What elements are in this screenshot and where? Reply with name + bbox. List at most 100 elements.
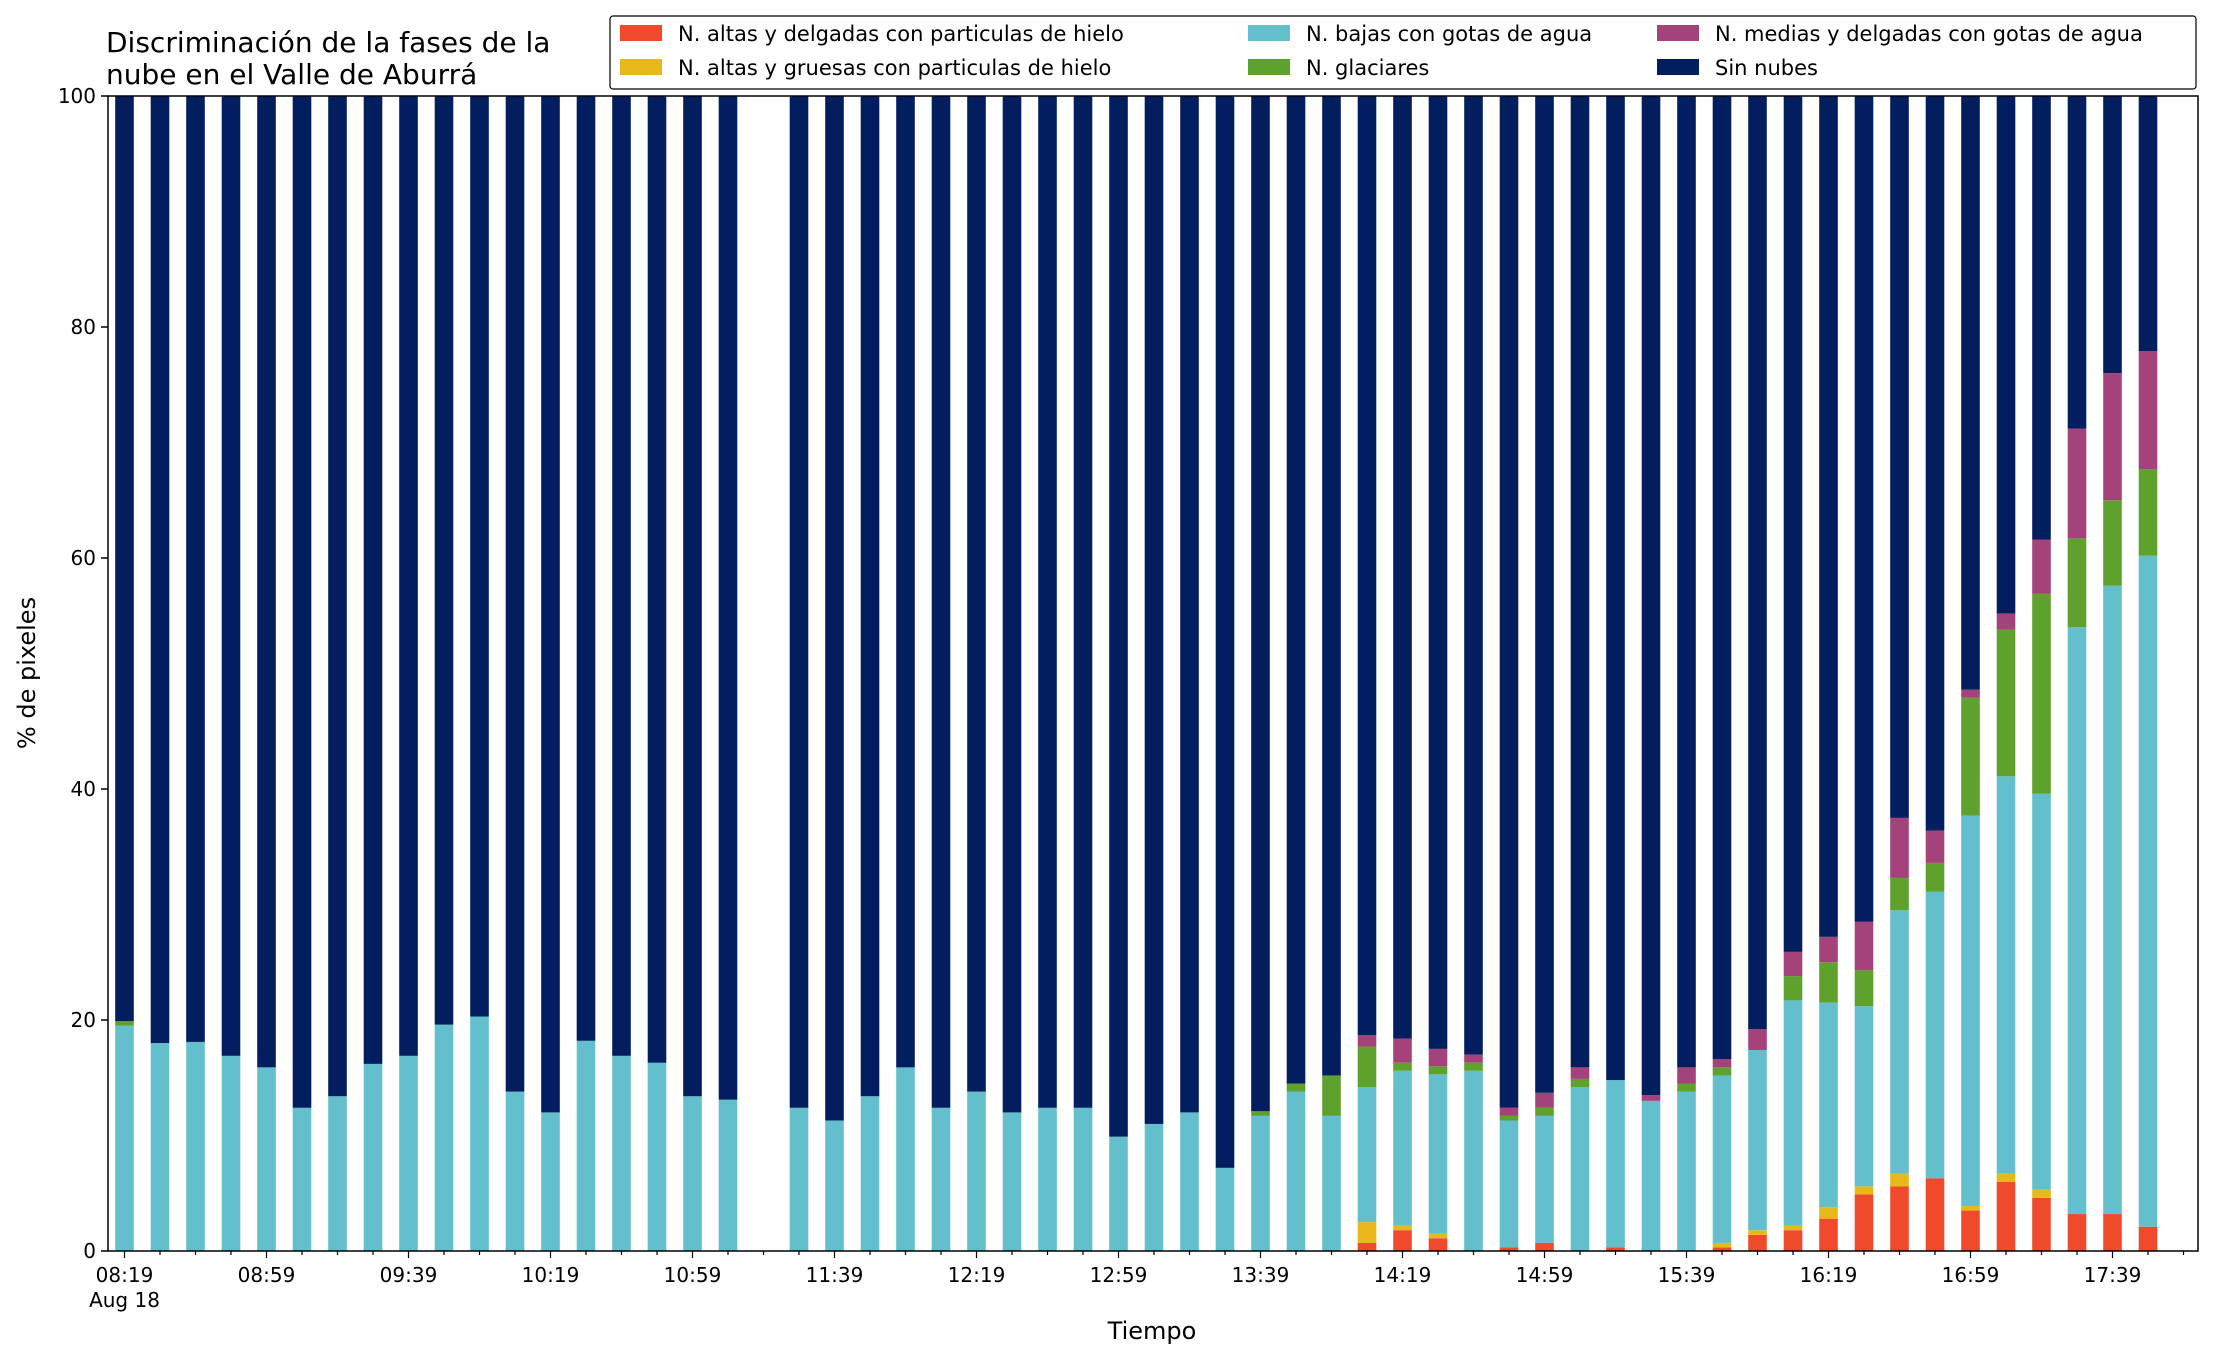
- bar-segment-54-s5: [2032, 96, 2051, 540]
- bar-segment-50-s3: [1890, 877, 1909, 911]
- bar-segment-48-s1: [1819, 1207, 1838, 1219]
- bar-segment-25-s2: [1002, 1112, 1022, 1251]
- x-axis-label: Tiempo: [1107, 1317, 1197, 1345]
- bar-segment-35-s5: [1357, 96, 1377, 1036]
- bar-segment-53-s2: [1996, 776, 2016, 1174]
- bar-segment-36-s5: [1393, 96, 1412, 1039]
- bar-segment-46-s1: [1748, 1230, 1767, 1235]
- bar-segment-44-s4: [1677, 1067, 1696, 1084]
- x-date-label: Aug 18: [89, 1288, 160, 1312]
- bar-segment-47-s3: [1783, 976, 1803, 1001]
- bar-segment-0-s5: [115, 96, 134, 1022]
- bar-segment-50-s0: [1890, 1186, 1909, 1251]
- bar-segment-37-s2: [1428, 1074, 1448, 1234]
- legend-swatch-3: [1248, 59, 1290, 75]
- bar-segment-14-s5: [612, 96, 631, 1056]
- bar-segment-53-s4: [1996, 613, 2016, 630]
- x-tick-label-1: 08:59: [238, 1263, 296, 1287]
- bar-segment-0-s2: [115, 1025, 134, 1251]
- bar-segment-46-s0: [1748, 1234, 1767, 1251]
- y-tick-label-2: 40: [71, 777, 96, 801]
- bar-segment-51-s3: [1925, 862, 1945, 892]
- bar-segment-42-s5: [1606, 96, 1625, 1081]
- bar-segment-54-s1: [2032, 1189, 2051, 1198]
- bar-segment-40-s2: [1535, 1115, 1554, 1243]
- bar-segment-39-s5: [1499, 96, 1519, 1108]
- bar-segment-43-s5: [1641, 96, 1661, 1096]
- bar-segment-17-s5: [718, 96, 738, 1100]
- x-tick-label-7: 12:59: [1090, 1263, 1148, 1287]
- bar-segment-37-s3: [1428, 1066, 1448, 1075]
- bar-segment-44-s3: [1677, 1083, 1696, 1092]
- bar-segment-55-s2: [2067, 627, 2087, 1215]
- bar-segment-49-s2: [1854, 1006, 1874, 1187]
- bar-segment-57-s2: [2138, 555, 2158, 1227]
- bar-segment-32-s3: [1251, 1111, 1270, 1116]
- bar-segment-39-s3: [1499, 1115, 1519, 1121]
- bar-segment-49-s1: [1854, 1186, 1874, 1195]
- x-axis: 08:19 08:59 09:39 10:19 10:59 11:39 12:19 12:59…: [89, 1251, 2185, 1312]
- bar-segment-5-s5: [292, 96, 312, 1108]
- legend-label-3: N. glaciares: [1306, 56, 1429, 80]
- legend-swatch-1: [620, 59, 662, 75]
- legend-swatch-2: [1248, 25, 1290, 41]
- bar-segment-9-s5: [434, 96, 454, 1025]
- bar-segment-39-s4: [1499, 1107, 1519, 1116]
- bar-segment-47-s5: [1783, 96, 1803, 952]
- bar-segment-3-s5: [221, 96, 241, 1056]
- bar-segment-8-s2: [399, 1055, 418, 1251]
- bar-segment-27-s5: [1073, 96, 1093, 1108]
- bar-segment-52-s5: [1961, 96, 1980, 690]
- bar-segment-57-s5: [2138, 96, 2158, 352]
- legend-label-1: N. altas y gruesas con particulas de hie…: [678, 56, 1111, 80]
- bar-segment-34-s3: [1322, 1075, 1341, 1116]
- bar-segment-41-s3: [1570, 1078, 1590, 1087]
- y-tick-label-1: 20: [71, 1008, 96, 1032]
- bar-segment-28-s5: [1109, 96, 1128, 1137]
- bar-segment-55-s5: [2067, 96, 2087, 429]
- y-tick-label-0: 0: [83, 1239, 96, 1263]
- bar-segment-2-s2: [186, 1041, 205, 1251]
- bar-segment-50-s1: [1890, 1173, 1909, 1187]
- bar-segment-57-s4: [2138, 351, 2158, 470]
- bar-segment-48-s4: [1819, 936, 1838, 963]
- bar-segment-32-s2: [1251, 1115, 1270, 1251]
- bar-segment-49-s0: [1854, 1194, 1874, 1251]
- bar-segment-34-s5: [1322, 96, 1341, 1076]
- bar-segment-26-s2: [1038, 1107, 1057, 1251]
- bar-segment-51-s5: [1925, 96, 1945, 831]
- bar-segment-12-s5: [541, 96, 560, 1113]
- x-tick-label-8: 13:39: [1232, 1263, 1290, 1287]
- bar-segment-9-s2: [434, 1024, 454, 1251]
- bar-segment-36-s4: [1393, 1038, 1412, 1063]
- bar-segment-52-s3: [1961, 697, 1980, 816]
- bar-segment-12-s2: [541, 1112, 560, 1251]
- bar-segment-7-s2: [363, 1063, 383, 1251]
- x-tick-label-12: 16:19: [1800, 1263, 1858, 1287]
- bar-segment-29-s2: [1144, 1123, 1164, 1251]
- y-axis: 0 20 40 60 80 100: [58, 84, 108, 1263]
- bar-segment-26-s5: [1038, 96, 1057, 1108]
- bar-segment-55-s3: [2067, 538, 2087, 628]
- bar-segment-39-s2: [1499, 1120, 1519, 1248]
- bar-segment-44-s2: [1677, 1091, 1696, 1251]
- x-tick-label-2: 09:39: [380, 1263, 438, 1287]
- bar-segment-36-s1: [1393, 1225, 1412, 1231]
- bar-segment-10-s2: [470, 1016, 489, 1251]
- bar-segment-38-s3: [1464, 1062, 1483, 1071]
- chart-title-line-1: Discriminación de la fases de la: [106, 26, 550, 59]
- bar-segment-48-s3: [1819, 962, 1838, 1003]
- bar-segment-35-s3: [1357, 1046, 1377, 1087]
- bar-segment-38-s2: [1464, 1070, 1483, 1251]
- bar-segment-52-s2: [1961, 815, 1980, 1206]
- bar-segment-30-s2: [1180, 1112, 1199, 1251]
- bar-segment-1-s5: [150, 96, 170, 1044]
- bar-segment-23-s2: [931, 1107, 951, 1251]
- x-tick-label-5: 11:39: [806, 1263, 864, 1287]
- bar-segment-52-s1: [1961, 1205, 1980, 1211]
- x-tick-label-13: 16:59: [1942, 1263, 2000, 1287]
- bar-segment-17-s2: [718, 1099, 738, 1251]
- bar-segment-49-s5: [1854, 96, 1874, 922]
- bar-segment-45-s4: [1712, 1059, 1732, 1068]
